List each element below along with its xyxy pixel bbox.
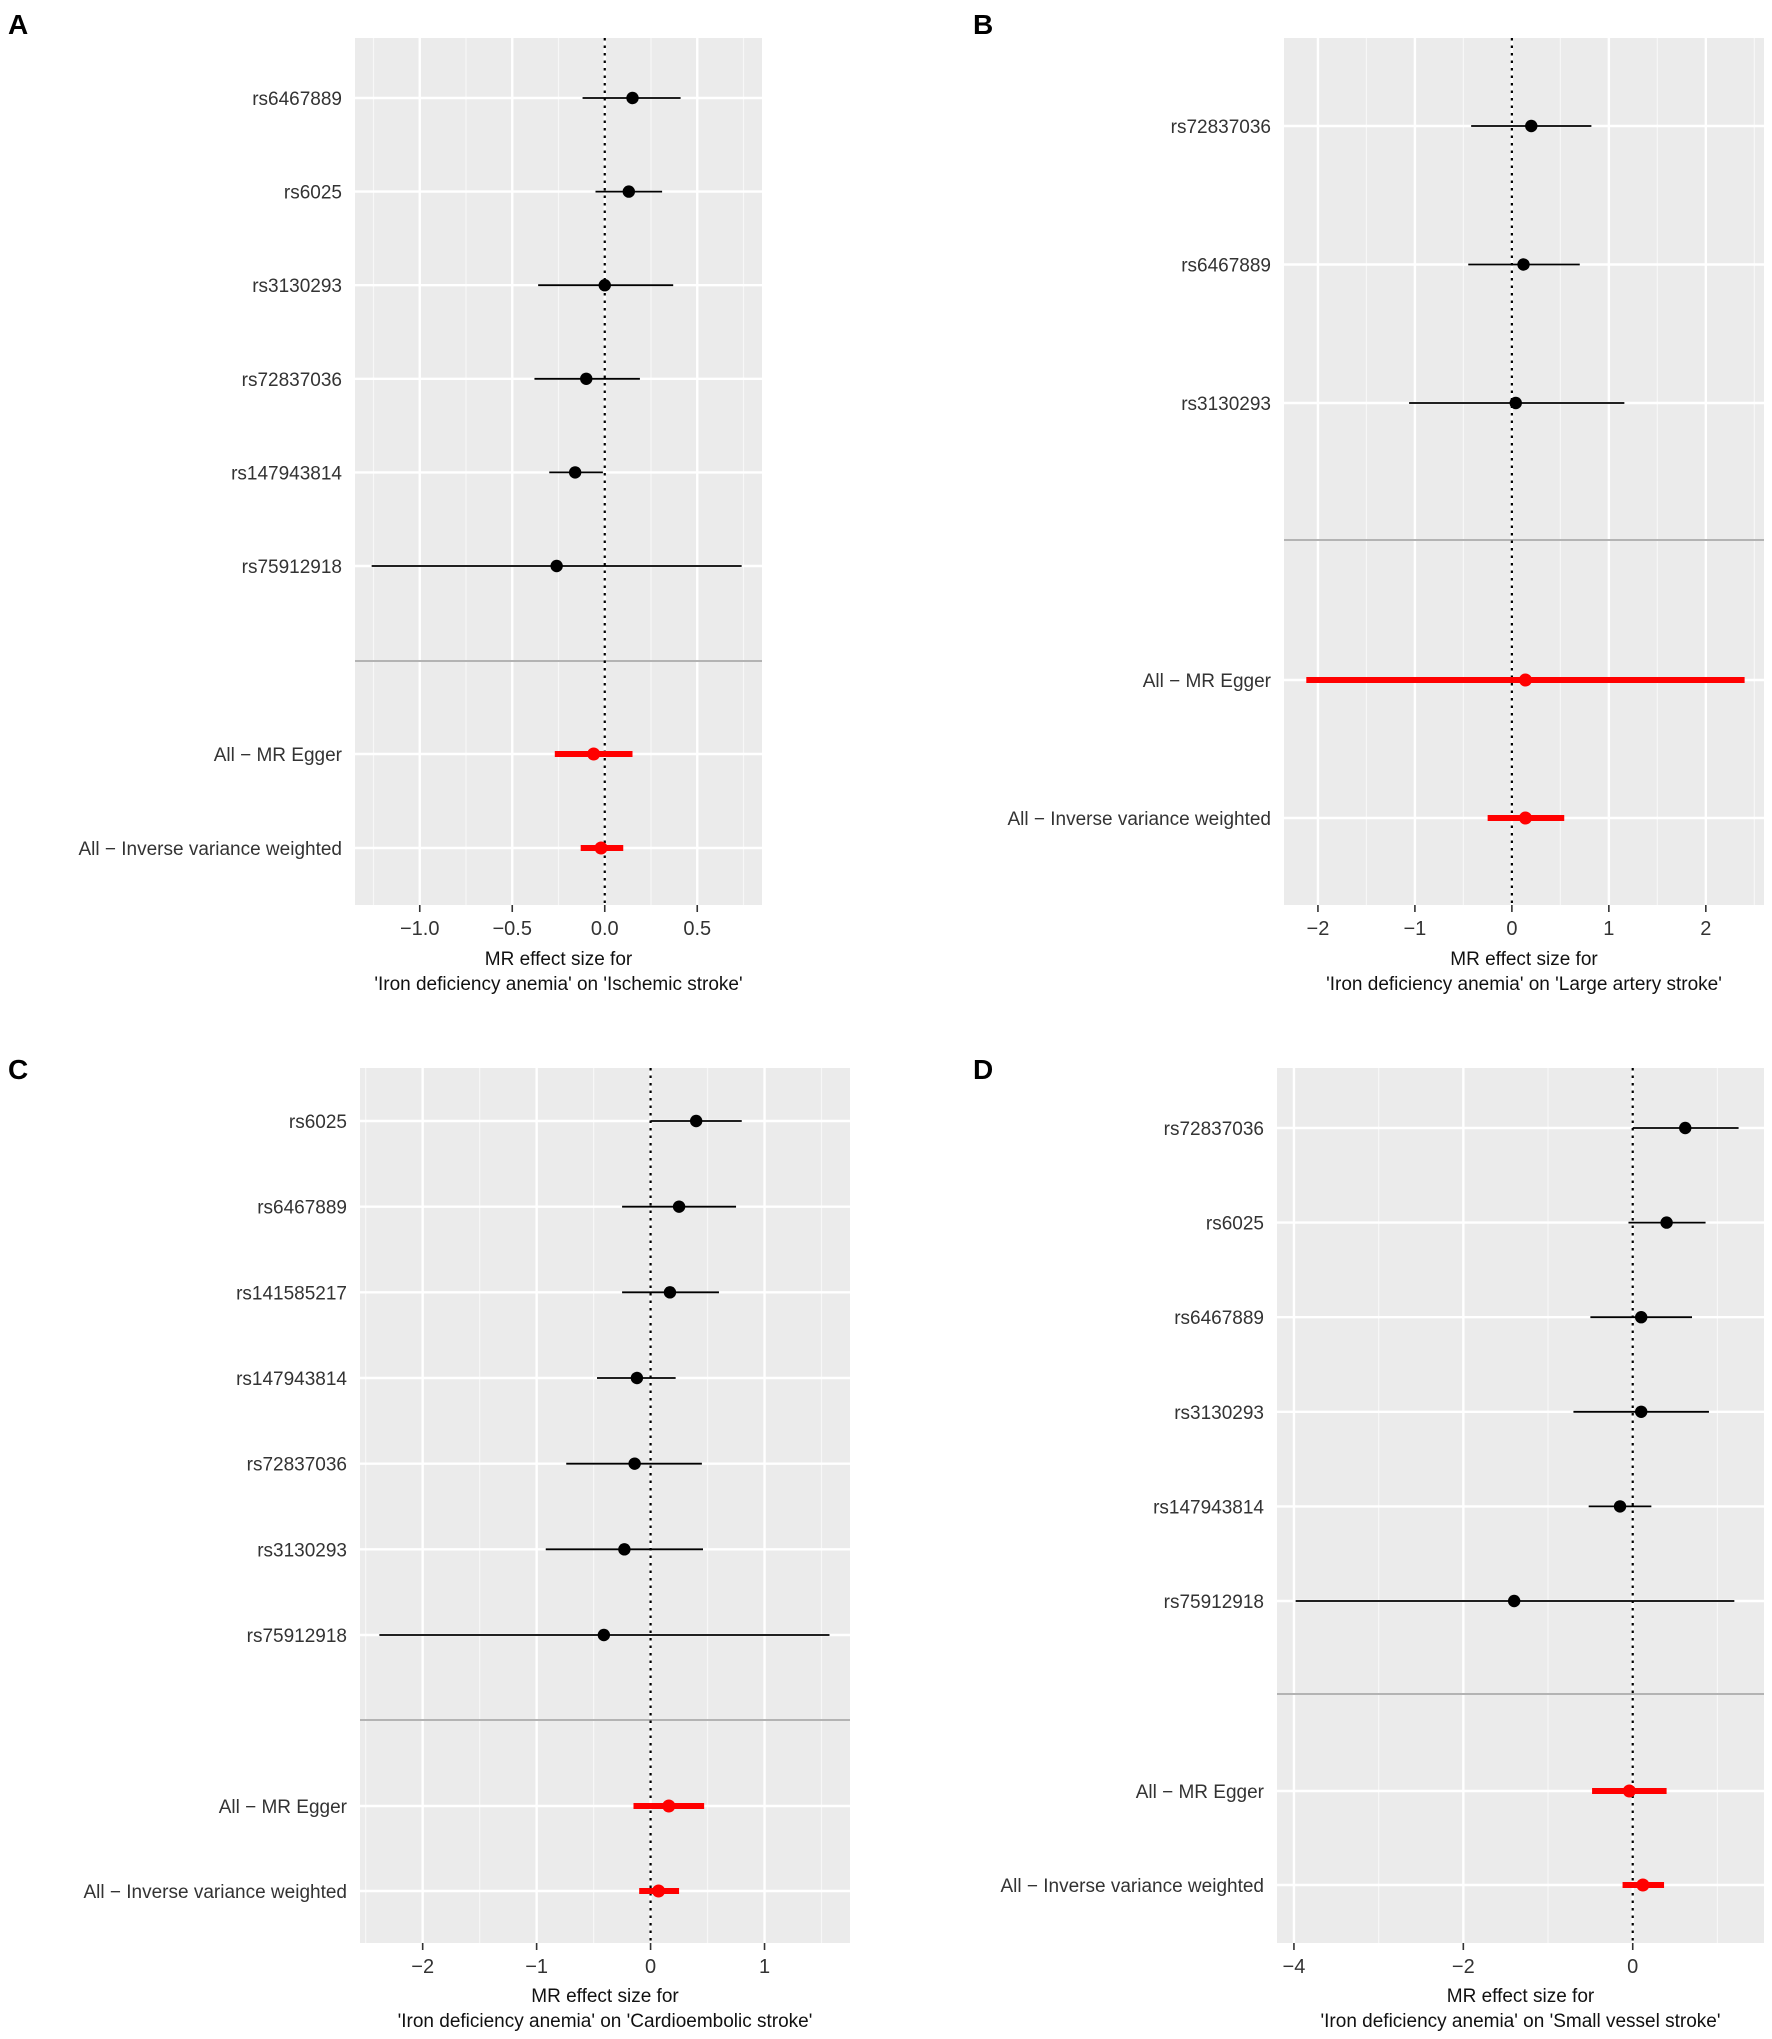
snp-estimate <box>1517 258 1530 271</box>
snp-estimate <box>1613 1500 1627 1513</box>
summary-estimate <box>587 747 601 761</box>
summary-label: All − Inverse variance weighted <box>78 839 342 860</box>
summary-estimate <box>1518 811 1532 825</box>
snp-estimate <box>1525 119 1538 133</box>
snp-label: rs147943814 <box>231 463 342 484</box>
snp-label: rs3130293 <box>1174 1403 1264 1424</box>
snp-label: rs6467889 <box>1181 256 1271 277</box>
snp-estimate <box>1679 1121 1692 1135</box>
snp-estimate <box>1507 1594 1521 1608</box>
panel-label-b: B <box>973 9 993 40</box>
x-axis-title-line2: 'Iron deficiency anemia' on 'Ischemic st… <box>374 974 742 995</box>
x-tick-label: 2 <box>1700 918 1711 940</box>
snp-label: rs75912918 <box>247 1626 347 1647</box>
snp-label: rs72837036 <box>1164 1119 1264 1140</box>
snp-estimate <box>626 91 639 105</box>
summary-label: All − MR Egger <box>1136 1782 1265 1803</box>
panel-background <box>360 1068 850 1943</box>
panel-label-d: D <box>973 1054 993 1085</box>
x-tick-label: 1 <box>1603 918 1614 940</box>
summary-label: All − MR Egger <box>214 745 343 766</box>
snp-estimate <box>1634 1311 1648 1324</box>
snp-label: rs141585217 <box>236 1283 347 1304</box>
snp-label: rs75912918 <box>1164 1592 1264 1613</box>
snp-label: rs6025 <box>1206 1214 1264 1235</box>
panel-label-c: C <box>8 1054 28 1085</box>
summary-estimate <box>1518 673 1532 687</box>
snp-estimate <box>622 185 635 198</box>
x-axis-title-line1: MR effect size for <box>1447 1986 1595 2007</box>
x-axis-title-line1: MR effect size for <box>1450 949 1598 970</box>
forest-plot-d: rs72837036 rs6025 rs6467889 rs3130293 rs1479… <box>1000 1068 1764 2032</box>
snp-label: rs3130293 <box>257 1540 347 1561</box>
summary-label: All − MR Egger <box>1143 671 1272 692</box>
snp-label: rs3130293 <box>252 276 342 297</box>
x-tick-label: 0.5 <box>683 918 711 940</box>
snp-estimate <box>1660 1216 1673 1229</box>
summary-label: All − MR Egger <box>219 1797 348 1818</box>
x-axis-title-line1: MR effect size for <box>485 949 633 970</box>
summary-estimate <box>662 1799 676 1813</box>
snp-label: rs75912918 <box>242 557 342 578</box>
forest-plot-a: rs6467889 rs6025 rs3130293 rs72837036 rs1479… <box>78 38 762 995</box>
summary-estimate <box>1636 1878 1650 1892</box>
snp-label: rs147943814 <box>1153 1497 1264 1518</box>
panel-label-a: A <box>8 9 28 40</box>
snp-estimate <box>1509 396 1522 410</box>
panel-background <box>1284 38 1764 905</box>
summary-label: All − Inverse variance weighted <box>1007 809 1271 830</box>
x-tick-label: −1 <box>525 1956 548 1978</box>
x-tick-label: 1 <box>759 1956 770 1978</box>
x-axis-title-line2: 'Iron deficiency anemia' on 'Large arter… <box>1326 974 1722 995</box>
snp-estimate <box>597 1628 611 1642</box>
x-tick-label: −1 <box>1404 918 1427 940</box>
snp-estimate <box>618 1543 631 1556</box>
snp-label: rs3130293 <box>1181 394 1271 415</box>
forest-plot-c: rs6025 rs6467889 rs141585217 rs147943814 rs7… <box>83 1068 850 2032</box>
x-tick-label: −2 <box>411 1956 434 1978</box>
snp-estimate <box>580 372 593 385</box>
snp-estimate <box>628 1457 641 1470</box>
forest-plot-b: rs72837036 rs6467889 rs3130293 All − MR Egg… <box>1007 38 1764 995</box>
snp-estimate <box>568 466 582 479</box>
x-tick-label: 0 <box>1506 918 1517 940</box>
x-tick-label: 0 <box>1627 1956 1638 1978</box>
summary-estimate <box>652 1884 666 1898</box>
snp-label: rs6467889 <box>257 1198 347 1219</box>
snp-label: rs6025 <box>289 1112 347 1133</box>
x-tick-label: −0.5 <box>493 918 532 940</box>
snp-label: rs72837036 <box>242 370 342 391</box>
snp-label: rs6467889 <box>1174 1308 1264 1329</box>
summary-label: All − Inverse variance weighted <box>83 1882 347 1903</box>
snp-estimate <box>598 279 611 292</box>
snp-label: rs72837036 <box>1171 117 1271 138</box>
x-axis-title-line2: 'Iron deficiency anemia' on 'Small vesse… <box>1321 2011 1721 2032</box>
snp-estimate <box>672 1200 686 1213</box>
x-tick-label: 0 <box>645 1956 656 1978</box>
snp-estimate <box>689 1114 703 1128</box>
x-axis-title-line1: MR effect size for <box>531 1986 679 2007</box>
x-tick-label: −4 <box>1283 1956 1306 1978</box>
snp-estimate <box>630 1371 644 1385</box>
snp-estimate <box>1634 1405 1648 1419</box>
x-tick-label: −2 <box>1307 918 1330 940</box>
x-tick-label: 0.0 <box>591 918 619 940</box>
summary-label: All − Inverse variance weighted <box>1000 1876 1264 1897</box>
x-tick-label: −2 <box>1452 1956 1475 1978</box>
x-axis-title-line2: 'Iron deficiency anemia' on 'Cardioembol… <box>398 2011 813 2032</box>
snp-label: rs6025 <box>284 183 342 204</box>
summary-estimate <box>1622 1784 1636 1798</box>
snp-estimate <box>663 1286 677 1299</box>
snp-label: rs147943814 <box>236 1369 347 1390</box>
snp-estimate <box>550 559 563 573</box>
x-tick-label: −1.0 <box>400 918 439 940</box>
snp-label: rs72837036 <box>247 1455 347 1476</box>
snp-label: rs6467889 <box>252 89 342 110</box>
summary-estimate <box>594 841 608 855</box>
